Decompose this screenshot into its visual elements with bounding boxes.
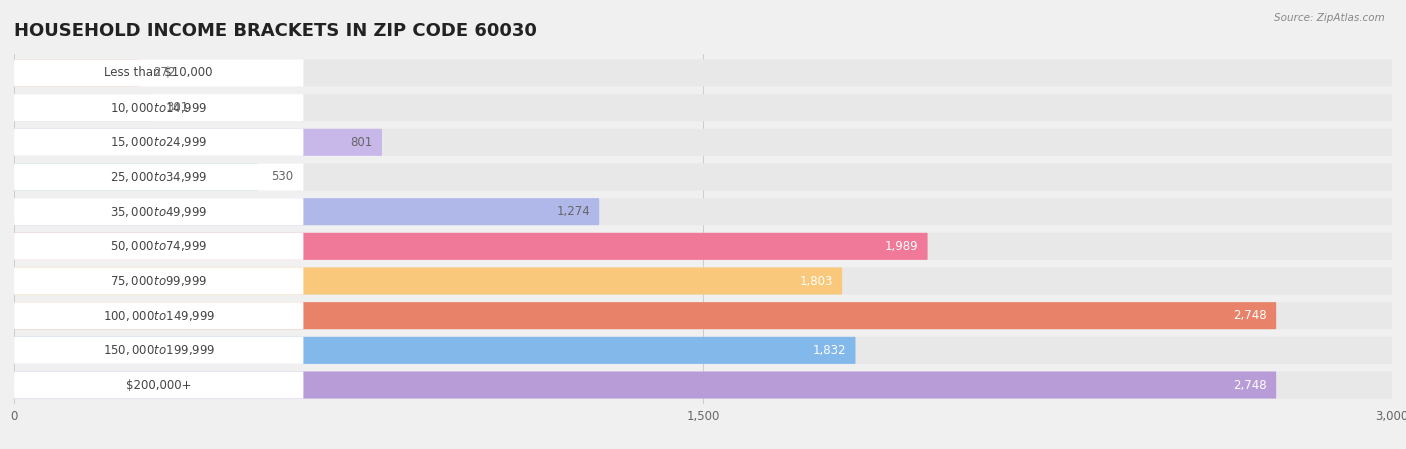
Text: 1,274: 1,274 xyxy=(557,205,591,218)
FancyBboxPatch shape xyxy=(14,59,304,87)
FancyBboxPatch shape xyxy=(14,371,1392,399)
FancyBboxPatch shape xyxy=(14,337,304,364)
Text: 2,748: 2,748 xyxy=(1233,309,1267,322)
FancyBboxPatch shape xyxy=(14,94,1392,121)
Text: 2,748: 2,748 xyxy=(1233,379,1267,392)
Text: 801: 801 xyxy=(350,136,373,149)
FancyBboxPatch shape xyxy=(14,337,855,364)
FancyBboxPatch shape xyxy=(14,337,1392,364)
FancyBboxPatch shape xyxy=(14,129,1392,156)
FancyBboxPatch shape xyxy=(14,268,842,295)
Text: Less than $10,000: Less than $10,000 xyxy=(104,66,212,79)
Text: 530: 530 xyxy=(271,171,294,184)
FancyBboxPatch shape xyxy=(14,94,152,121)
Text: 272: 272 xyxy=(153,66,176,79)
FancyBboxPatch shape xyxy=(14,129,304,156)
Text: 1,803: 1,803 xyxy=(800,274,832,287)
Text: $150,000 to $199,999: $150,000 to $199,999 xyxy=(103,343,215,357)
FancyBboxPatch shape xyxy=(14,59,139,87)
Text: $35,000 to $49,999: $35,000 to $49,999 xyxy=(110,205,208,219)
FancyBboxPatch shape xyxy=(14,233,304,260)
Text: $100,000 to $149,999: $100,000 to $149,999 xyxy=(103,308,215,323)
Text: Source: ZipAtlas.com: Source: ZipAtlas.com xyxy=(1274,13,1385,23)
Text: $50,000 to $74,999: $50,000 to $74,999 xyxy=(110,239,208,253)
FancyBboxPatch shape xyxy=(14,163,304,190)
Text: $75,000 to $99,999: $75,000 to $99,999 xyxy=(110,274,208,288)
FancyBboxPatch shape xyxy=(14,302,304,329)
Text: $15,000 to $24,999: $15,000 to $24,999 xyxy=(110,135,208,150)
FancyBboxPatch shape xyxy=(14,302,1277,329)
FancyBboxPatch shape xyxy=(14,233,1392,260)
FancyBboxPatch shape xyxy=(14,94,304,121)
FancyBboxPatch shape xyxy=(14,198,1392,225)
Text: $25,000 to $34,999: $25,000 to $34,999 xyxy=(110,170,208,184)
FancyBboxPatch shape xyxy=(14,268,304,295)
FancyBboxPatch shape xyxy=(14,233,928,260)
FancyBboxPatch shape xyxy=(14,371,304,399)
Text: $10,000 to $14,999: $10,000 to $14,999 xyxy=(110,101,208,114)
FancyBboxPatch shape xyxy=(14,302,1392,329)
FancyBboxPatch shape xyxy=(14,198,304,225)
FancyBboxPatch shape xyxy=(14,129,382,156)
Text: 1,832: 1,832 xyxy=(813,344,846,357)
FancyBboxPatch shape xyxy=(14,59,1392,87)
FancyBboxPatch shape xyxy=(14,163,257,190)
Text: $200,000+: $200,000+ xyxy=(127,379,191,392)
FancyBboxPatch shape xyxy=(14,163,1392,190)
FancyBboxPatch shape xyxy=(14,268,1392,295)
Text: HOUSEHOLD INCOME BRACKETS IN ZIP CODE 60030: HOUSEHOLD INCOME BRACKETS IN ZIP CODE 60… xyxy=(14,22,537,40)
FancyBboxPatch shape xyxy=(14,198,599,225)
Text: 301: 301 xyxy=(166,101,188,114)
FancyBboxPatch shape xyxy=(14,371,1277,399)
Text: 1,989: 1,989 xyxy=(884,240,918,253)
